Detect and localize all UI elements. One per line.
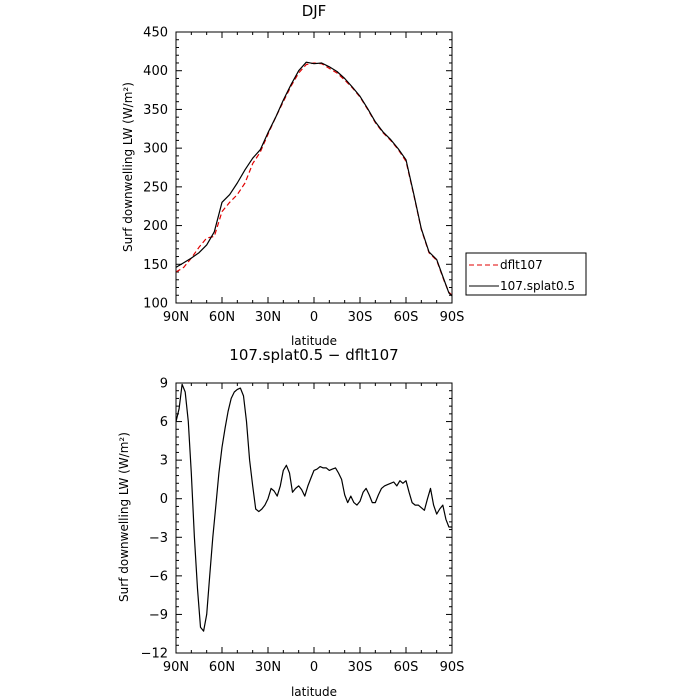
bottom-panel-series	[175, 383, 452, 632]
bottom-panel-y-tick-label: −9	[149, 608, 168, 623]
top-panel-y-tick-label: 100	[143, 297, 168, 312]
top-panel-y-tick-label: 300	[143, 142, 168, 157]
bottom-panel-series-line-difference	[175, 383, 452, 632]
top-panel-y-tick-label: 400	[143, 64, 168, 79]
bottom-panel-x-axis-label: latitude	[291, 685, 337, 699]
top-panel-ticks: 90N 60N 30N 0 30S 60S 90S 100 150 200 250 300 350 400…	[143, 26, 464, 326]
bottom-panel-x-tick-label: 0	[310, 660, 318, 675]
top-panel-series	[175, 61, 453, 297]
bottom-panel-y-tick-label: 0	[160, 492, 168, 507]
bottom-panel-y-tick-label: −12	[141, 647, 168, 662]
bottom-panel-y-axis-label: Surf downwelling LW (W/m²)	[117, 432, 131, 602]
top-panel-y-tick-label: 450	[143, 26, 168, 41]
top-panel-x-tick-label: 0	[310, 310, 318, 325]
top-panel: DJF latitude Surf downwelling LW (W/m²) …	[121, 2, 464, 348]
bottom-panel-x-tick-label: 60S	[394, 660, 419, 675]
bottom-panel-y-tick-label: 3	[160, 454, 168, 469]
bottom-panel-y-tick-label: −6	[149, 569, 168, 584]
top-panel-y-tick-label: 350	[143, 103, 168, 118]
top-panel-series-line-107-splat0-5	[175, 61, 453, 297]
bottom-panel-y-tick-label: 9	[160, 377, 168, 392]
bottom-panel-x-tick-label: 90N	[163, 660, 189, 675]
bottom-panel-frame	[175, 382, 453, 654]
top-panel-y-tick-label: 200	[143, 219, 168, 234]
top-panel-x-tick-label: 90S	[440, 310, 465, 325]
top-panel-y-axis-label: Surf downwelling LW (W/m²)	[121, 82, 135, 252]
bottom-panel-x-tick-label: 90S	[440, 660, 465, 675]
top-panel-y-tick-label: 250	[143, 180, 168, 195]
legend-label-dflt107: dflt107	[500, 258, 543, 272]
bottom-panel-y-tick-label: 6	[160, 415, 168, 430]
top-panel-x-tick-label: 60S	[394, 310, 419, 325]
top-panel-title: DJF	[302, 2, 327, 20]
top-panel-x-tick-label: 90N	[163, 310, 189, 325]
top-panel-x-tick-label: 30N	[255, 310, 281, 325]
legend-box	[465, 252, 587, 296]
bottom-panel: 107.splat0.5 − dflt107 latitude Surf dow…	[117, 346, 464, 699]
top-panel-x-axis-label: latitude	[291, 334, 337, 348]
legend: dflt107 107.splat0.5	[465, 252, 587, 296]
top-panel-x-tick-label: 30S	[348, 310, 373, 325]
legend-label-splat: 107.splat0.5	[500, 279, 575, 293]
top-panel-x-tick-label: 60N	[209, 310, 235, 325]
bottom-panel-x-tick-label: 60N	[209, 660, 235, 675]
top-panel-y-tick-label: 150	[143, 258, 168, 273]
bottom-panel-ticks: 90N 60N 30N 0 30S 60S 90S −12 −9 −6 −3 0 3 6 9	[141, 377, 465, 676]
bottom-panel-x-tick-label: 30S	[348, 660, 373, 675]
bottom-panel-title: 107.splat0.5 − dflt107	[229, 346, 398, 364]
bottom-panel-y-tick-label: −3	[149, 531, 168, 546]
top-panel-frame	[175, 31, 453, 304]
bottom-panel-x-tick-label: 30N	[255, 660, 281, 675]
